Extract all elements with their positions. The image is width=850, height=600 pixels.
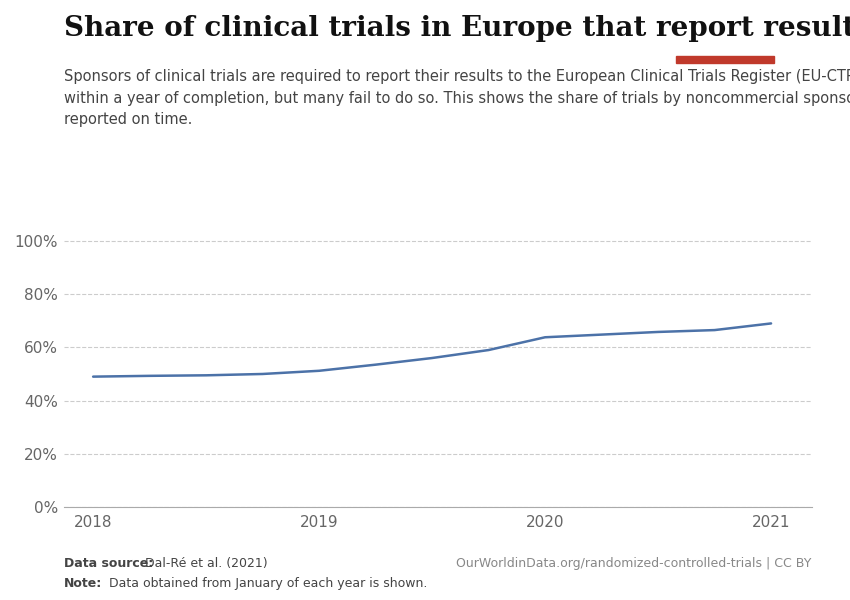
- Text: in Data: in Data: [700, 35, 749, 49]
- Text: Dal-Ré et al. (2021): Dal-Ré et al. (2021): [141, 557, 268, 570]
- Text: Share of clinical trials in Europe that report results within a year: Share of clinical trials in Europe that …: [64, 15, 850, 42]
- Text: Data source:: Data source:: [64, 557, 153, 570]
- Text: Note:: Note:: [64, 577, 102, 590]
- Text: Sponsors of clinical trials are required to report their results to the European: Sponsors of clinical trials are required…: [64, 69, 850, 127]
- Bar: [676, 56, 774, 63]
- Text: Our World: Our World: [691, 20, 758, 32]
- Text: OurWorldinData.org/randomized-controlled-trials | CC BY: OurWorldinData.org/randomized-controlled…: [456, 557, 812, 570]
- Text: Data obtained from January of each year is shown.: Data obtained from January of each year …: [105, 577, 427, 590]
